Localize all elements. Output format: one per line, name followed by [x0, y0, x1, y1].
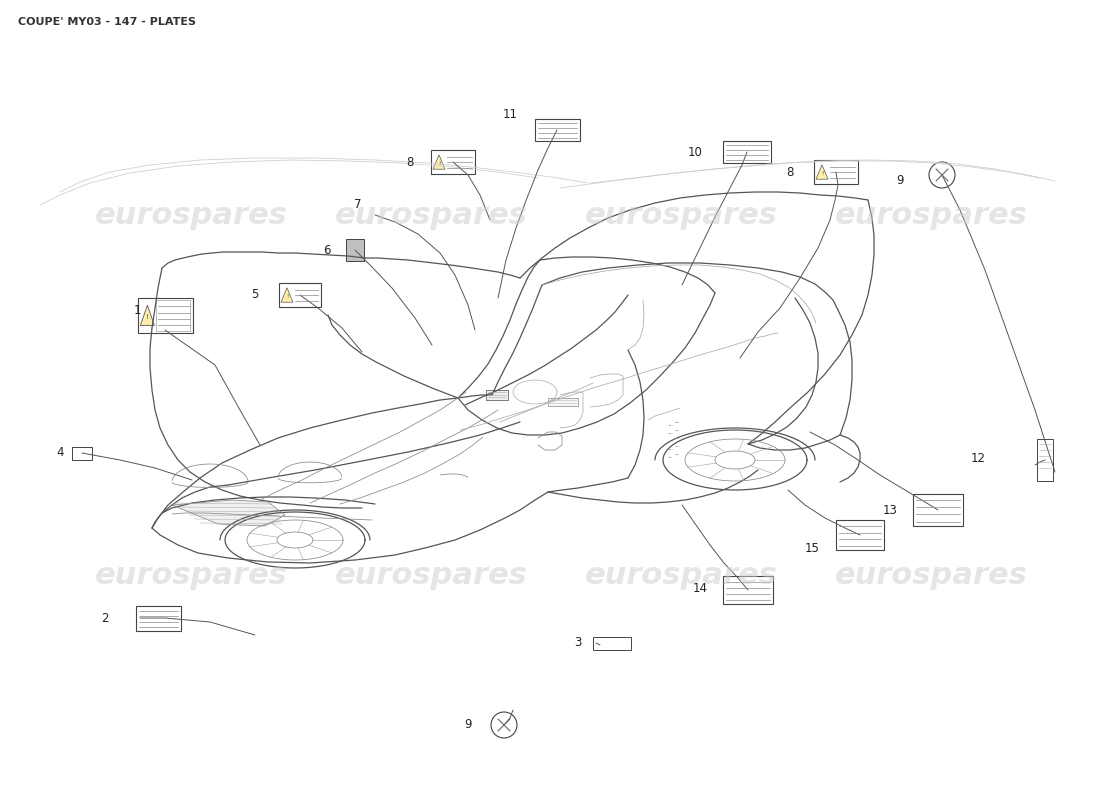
Circle shape: [930, 162, 955, 188]
Text: 6: 6: [323, 243, 331, 257]
Bar: [836, 520, 884, 550]
Polygon shape: [172, 500, 285, 526]
Text: !: !: [438, 161, 440, 166]
Text: 3: 3: [574, 637, 582, 650]
Text: 13: 13: [882, 503, 898, 517]
Text: 5: 5: [251, 289, 258, 302]
Bar: [138, 298, 192, 333]
Bar: [156, 299, 190, 330]
Text: 10: 10: [688, 146, 703, 158]
Bar: [431, 150, 475, 174]
Text: eurospares: eurospares: [336, 201, 528, 230]
Text: 12: 12: [970, 451, 986, 465]
Text: 4: 4: [56, 446, 64, 459]
Text: eurospares: eurospares: [585, 201, 778, 230]
Text: 9: 9: [464, 718, 472, 731]
Bar: [723, 141, 771, 163]
Text: 1: 1: [133, 303, 141, 317]
Bar: [346, 239, 364, 261]
Bar: [535, 119, 580, 141]
Bar: [135, 606, 180, 630]
Bar: [593, 637, 631, 650]
Text: 7: 7: [354, 198, 362, 211]
Bar: [486, 390, 508, 400]
Text: eurospares: eurospares: [835, 201, 1027, 230]
Bar: [1037, 439, 1053, 481]
Bar: [72, 446, 92, 459]
Bar: [723, 576, 773, 604]
Text: eurospares: eurospares: [336, 561, 528, 590]
Bar: [279, 283, 321, 307]
Text: eurospares: eurospares: [95, 201, 288, 230]
Bar: [913, 494, 962, 526]
Text: 15: 15: [804, 542, 820, 554]
Text: 9: 9: [896, 174, 904, 186]
Polygon shape: [141, 305, 154, 326]
Text: 2: 2: [101, 611, 109, 625]
Polygon shape: [280, 288, 293, 302]
Polygon shape: [816, 165, 828, 179]
Bar: [814, 160, 858, 184]
Text: !: !: [146, 314, 148, 320]
Text: 8: 8: [406, 155, 414, 169]
Text: eurospares: eurospares: [835, 561, 1027, 590]
Polygon shape: [433, 154, 446, 170]
Text: 11: 11: [503, 109, 517, 122]
Text: 8: 8: [786, 166, 794, 178]
Bar: [548, 398, 578, 406]
Text: !: !: [821, 170, 823, 176]
Text: eurospares: eurospares: [585, 561, 778, 590]
Text: 14: 14: [693, 582, 707, 594]
Text: COUPE' MY03 - 147 - PLATES: COUPE' MY03 - 147 - PLATES: [18, 17, 196, 27]
Text: eurospares: eurospares: [95, 561, 288, 590]
Text: !: !: [286, 294, 288, 298]
Circle shape: [491, 712, 517, 738]
